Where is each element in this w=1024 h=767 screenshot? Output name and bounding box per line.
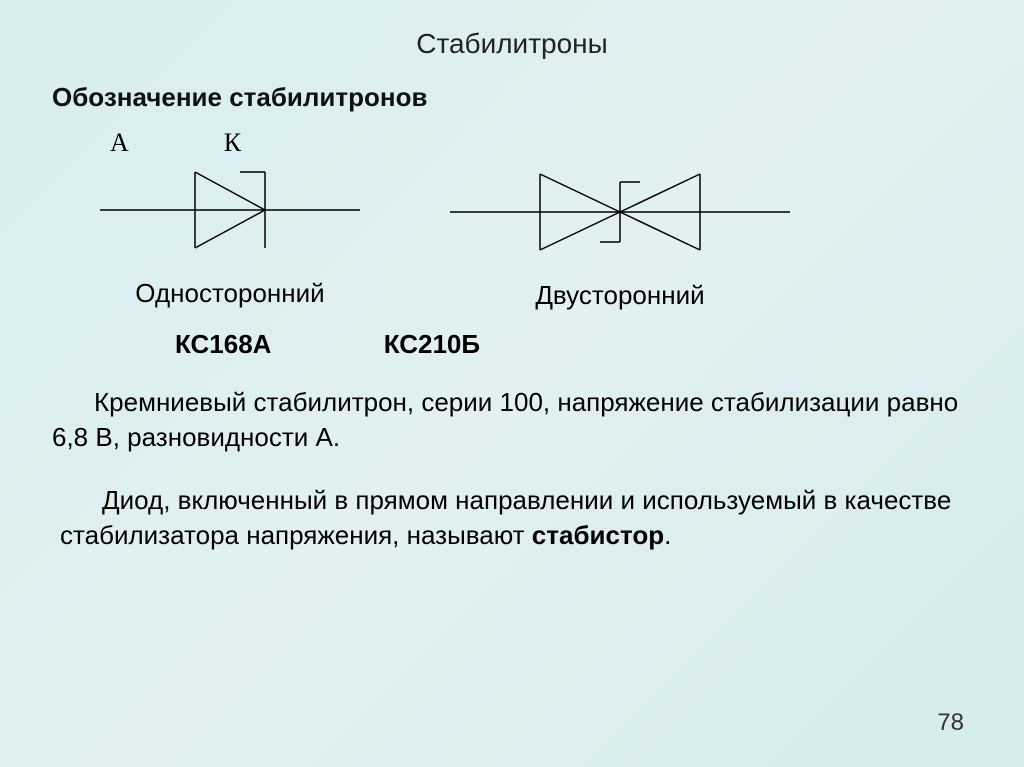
diagram-single-sided: А К Односторонний <box>70 128 390 311</box>
description-paragraph-2: Диод, включенный в прямом направлении и … <box>60 483 954 553</box>
anode-label: А <box>110 128 129 158</box>
double-sided-caption: Двусторонний <box>535 280 704 311</box>
single-zener-symbol <box>100 160 360 260</box>
part-number-left: КС168А <box>175 329 271 360</box>
cathode-label: К <box>224 128 241 158</box>
diagram-double-sided: Двусторонний <box>420 128 820 311</box>
para2-post: . <box>664 520 671 550</box>
para2-pre: Диод, включенный в прямом направлении и … <box>60 485 951 550</box>
single-sided-caption: Односторонний <box>135 278 324 309</box>
page-title: Стабилитроны <box>0 0 1024 60</box>
part-number-right: КС210Б <box>384 329 480 360</box>
page-number: 78 <box>937 709 964 737</box>
section-subtitle: Обозначение стабилитронов <box>52 82 1024 113</box>
double-zener-symbol <box>450 162 790 262</box>
para2-bold-term: стабистор <box>532 520 664 550</box>
diagram-terminal-labels: А К <box>70 128 390 158</box>
description-paragraph-1: Кремниевый стабилитрон, серии 100, напря… <box>52 385 964 455</box>
part-numbers: КС168А КС210Б <box>175 329 1024 360</box>
diagrams-row: А К Односторонний Двусторонний <box>70 128 1024 311</box>
